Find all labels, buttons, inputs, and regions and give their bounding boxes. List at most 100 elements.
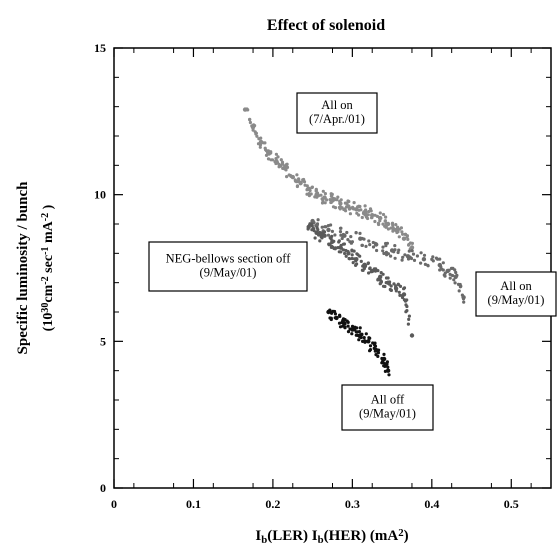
data-point	[386, 227, 390, 231]
plot-area	[242, 107, 466, 377]
data-point	[371, 245, 376, 249]
data-point	[400, 258, 404, 262]
data-point	[333, 309, 337, 314]
data-point	[396, 282, 400, 286]
y-tick-label: 5	[100, 334, 106, 348]
data-point	[310, 224, 314, 228]
data-point	[385, 368, 391, 373]
data-point	[321, 189, 325, 193]
data-point	[457, 289, 461, 293]
data-point	[367, 239, 371, 243]
data-point	[287, 173, 291, 177]
data-point	[382, 352, 386, 356]
data-point	[363, 339, 367, 343]
data-point	[448, 272, 452, 276]
data-point	[383, 219, 387, 223]
data-point	[382, 251, 386, 256]
data-point	[313, 236, 317, 240]
data-point	[402, 286, 407, 290]
data-point	[293, 178, 297, 182]
y-axis-label-line2: (1030cm-2 sec-1 mA-2 )	[40, 204, 56, 331]
data-point	[326, 233, 331, 237]
data-point	[336, 195, 340, 199]
data-point	[343, 251, 347, 256]
data-point	[400, 230, 404, 234]
data-point	[360, 332, 364, 336]
y-tick-label: 10	[94, 188, 106, 202]
data-point	[371, 341, 375, 345]
data-point	[393, 244, 397, 248]
data-point	[331, 205, 336, 209]
data-point	[378, 215, 383, 221]
data-point	[258, 143, 262, 147]
data-point	[364, 332, 368, 336]
data-point	[349, 235, 353, 239]
annotation-text: NEG-bellows section off (9/May/01)	[166, 252, 292, 280]
annotation-line: (9/May/01)	[359, 407, 416, 421]
data-point	[387, 373, 391, 377]
data-point	[344, 254, 348, 258]
data-point	[341, 234, 345, 238]
data-point	[384, 215, 388, 219]
label-part: 2	[398, 527, 403, 539]
data-point	[401, 236, 407, 241]
data-point	[377, 348, 381, 352]
annotation-box: All off (9/May/01)	[341, 384, 434, 431]
data-point	[343, 207, 347, 211]
annotation-line: NEG-bellows section off	[166, 252, 292, 266]
data-point	[378, 211, 382, 215]
data-point	[351, 261, 355, 265]
chart-title: Effect of solenoid	[267, 17, 385, 34]
data-point	[337, 321, 342, 325]
data-point	[298, 180, 303, 186]
x-tick-label: 0.4	[424, 497, 439, 511]
label-part: b	[261, 534, 267, 546]
data-point	[396, 250, 400, 255]
data-point	[312, 229, 316, 233]
data-point	[361, 339, 365, 343]
data-point	[388, 287, 392, 292]
data-point	[350, 256, 354, 261]
data-point	[407, 314, 411, 318]
data-point	[333, 246, 337, 250]
data-point	[253, 124, 257, 128]
data-point	[362, 336, 366, 340]
data-point	[266, 149, 270, 153]
data-point	[320, 225, 324, 229]
annotation-line: (9/May/01)	[200, 266, 257, 280]
data-point	[385, 221, 391, 227]
data-point	[376, 351, 380, 355]
data-point	[364, 263, 368, 268]
data-point	[452, 278, 456, 282]
data-point	[345, 230, 349, 235]
annotation-frame	[475, 271, 557, 317]
data-point	[366, 216, 370, 221]
y-tick-label: 0	[100, 481, 106, 495]
data-point	[295, 173, 299, 177]
data-point	[345, 319, 349, 323]
data-point	[258, 145, 262, 149]
data-point	[248, 120, 252, 125]
data-point	[277, 165, 281, 169]
data-point	[381, 212, 386, 217]
data-point	[341, 248, 346, 252]
data-point	[359, 208, 363, 212]
data-point	[376, 278, 380, 282]
data-point	[342, 321, 347, 326]
data-point	[368, 344, 373, 348]
data-point	[337, 239, 341, 243]
data-point	[356, 253, 360, 257]
data-point	[381, 356, 387, 362]
data-point	[397, 235, 401, 239]
data-point	[376, 354, 380, 358]
data-point	[409, 256, 414, 261]
data-point	[338, 226, 343, 230]
data-point	[326, 227, 331, 233]
annotation-line: All on	[321, 98, 353, 112]
data-point	[382, 364, 386, 368]
data-point	[384, 244, 388, 248]
data-point	[400, 295, 405, 300]
data-point	[285, 162, 289, 166]
data-point	[290, 174, 295, 180]
label-part: (10	[41, 313, 56, 332]
